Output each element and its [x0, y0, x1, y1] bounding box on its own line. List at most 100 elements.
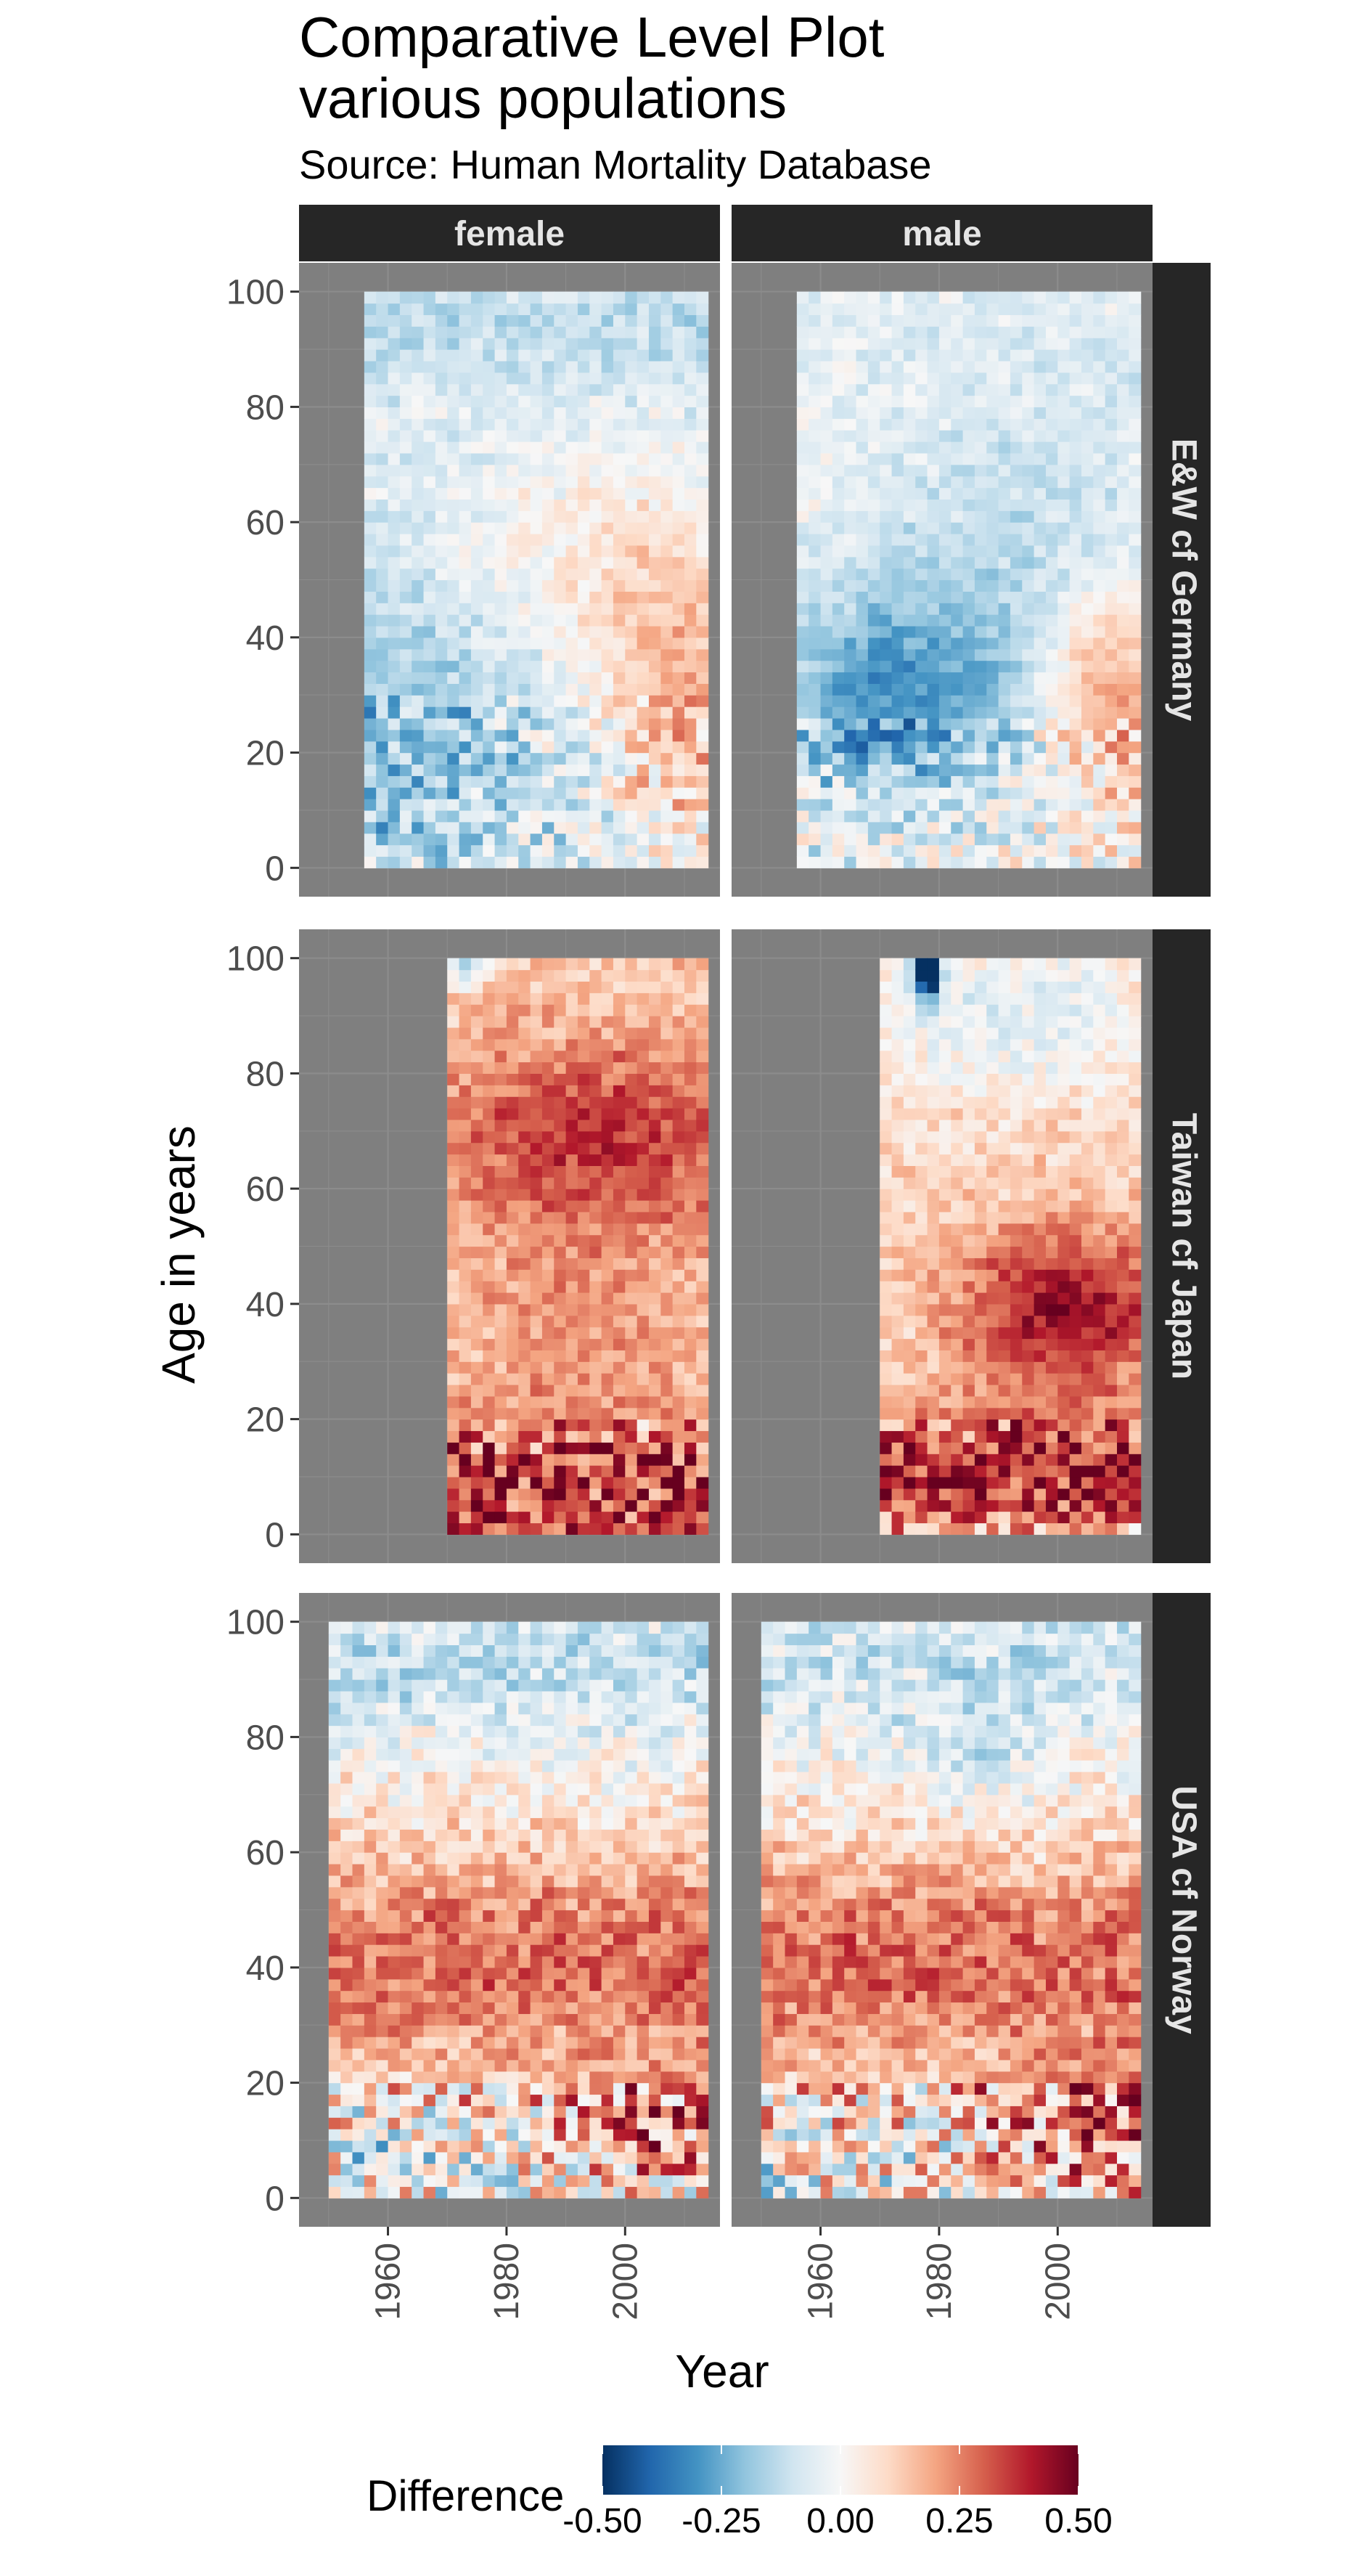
heatmap-cell [459, 970, 472, 982]
heatmap-cell [649, 407, 661, 418]
heatmap-cell [951, 349, 963, 361]
heatmap-cell [1022, 856, 1034, 868]
heatmap-cell [975, 1500, 987, 1512]
heatmap-cell [518, 453, 531, 465]
heatmap-cell [613, 418, 626, 430]
heatmap-cell [673, 361, 685, 372]
heatmap-cell [696, 775, 708, 787]
heatmap-cell [660, 1430, 673, 1442]
heatmap-cell [904, 1016, 916, 1027]
heatmap-cell [1070, 292, 1082, 303]
heatmap-cell [364, 338, 377, 349]
heatmap-cell [507, 314, 519, 326]
heatmap-cell [832, 488, 845, 500]
heatmap-cell [892, 361, 904, 372]
heatmap-cell [376, 730, 388, 741]
heatmap-cell [868, 557, 880, 568]
heatmap-cell [531, 958, 543, 970]
heatmap-cell [1070, 661, 1082, 672]
heatmap-cell [531, 753, 543, 765]
heatmap-cell [471, 1488, 483, 1500]
heatmap-cell [963, 1165, 975, 1177]
heatmap-cell [602, 775, 614, 787]
heatmap-cell [904, 856, 916, 868]
heatmap-cell [388, 775, 401, 787]
heatmap-cell [856, 418, 869, 430]
heatmap-cell [531, 453, 543, 465]
heatmap-cell [364, 349, 377, 361]
heatmap-cell [447, 534, 459, 545]
heatmap-cell [483, 1327, 495, 1339]
heatmap-cell [951, 1016, 963, 1027]
heatmap-cell [424, 614, 436, 626]
heatmap-cell [1046, 1177, 1058, 1189]
heatmap-cell [999, 534, 1011, 545]
heatmap-cell [1070, 718, 1082, 730]
heatmap-cell [939, 958, 951, 970]
heatmap-cell [649, 1223, 661, 1235]
heatmap-cell [400, 465, 412, 476]
heatmap-cell [904, 672, 916, 683]
heatmap-cell [975, 741, 987, 753]
heatmap-cell [856, 361, 869, 372]
heatmap-cell [1034, 1361, 1047, 1373]
heatmap-cell [928, 1488, 940, 1500]
heatmap-cell [986, 799, 999, 810]
heatmap-cell [928, 1073, 940, 1085]
heatmap-cell [447, 1039, 459, 1051]
heatmap-cell [1046, 384, 1058, 396]
heatmap-cell [999, 1177, 1011, 1189]
heatmap-cell [1070, 637, 1082, 649]
heatmap-cell [518, 1096, 531, 1108]
heatmap-cell [531, 580, 543, 592]
heatmap-cell [915, 1523, 928, 1534]
heatmap-cell [904, 1281, 916, 1292]
heatmap-cell [939, 372, 951, 384]
heatmap-cell [518, 970, 531, 982]
heatmap-cell [518, 1500, 531, 1512]
heatmap-cell [602, 1235, 614, 1247]
heatmap-cell [844, 775, 856, 787]
heatmap-cell [364, 661, 377, 672]
heatmap-cell [809, 338, 821, 349]
heatmap-cell [1081, 958, 1094, 970]
heatmap-cell [602, 810, 614, 822]
heatmap-cell [696, 822, 708, 833]
heatmap-cell [963, 303, 975, 315]
heatmap-cell [1070, 1477, 1082, 1488]
heatmap-cell [602, 626, 614, 637]
heatmap-cell [951, 1500, 963, 1512]
heatmap-cell [602, 683, 614, 695]
heatmap-cell [868, 845, 880, 857]
heatmap-cell [1034, 441, 1047, 453]
heatmap-cell [1129, 326, 1141, 338]
heatmap-cell [602, 1154, 614, 1166]
heatmap-cell [542, 292, 554, 303]
heatmap-cell [809, 833, 821, 845]
heatmap-cell [388, 465, 401, 476]
heatmap-cell [435, 465, 448, 476]
heatmap-cell [809, 706, 821, 718]
heatmap-cell [495, 476, 507, 488]
heatmap-cell [578, 1269, 590, 1281]
heatmap-cell [412, 603, 424, 614]
heatmap-cell [1081, 580, 1094, 592]
heatmap-cell [1010, 1016, 1023, 1027]
heatmap-cell [696, 1477, 708, 1488]
heatmap-cell [471, 384, 483, 396]
heatmap-cell [939, 1408, 951, 1419]
heatmap-cell [928, 557, 940, 568]
heatmap-cell [999, 799, 1011, 810]
heatmap-cell [483, 1027, 495, 1039]
heatmap-cell [880, 822, 892, 833]
heatmap-cell [602, 1027, 614, 1039]
heatmap-cell [1010, 522, 1023, 534]
heatmap-cell [856, 775, 869, 787]
heatmap-cell [904, 833, 916, 845]
heatmap-cell [892, 1062, 904, 1074]
heatmap-cell [1129, 822, 1141, 833]
heatmap-cell [578, 557, 590, 568]
heatmap-cell [821, 534, 833, 545]
heatmap-cell [531, 1454, 543, 1465]
heatmap-cell [986, 292, 999, 303]
